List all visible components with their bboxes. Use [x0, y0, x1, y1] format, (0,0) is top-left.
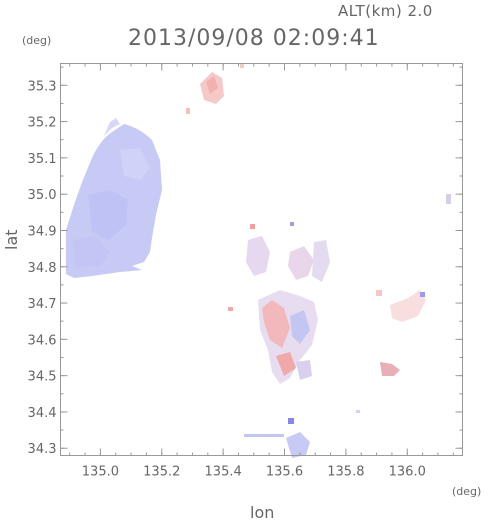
tick-label: 34.5	[28, 370, 57, 385]
tick-label: 34.3	[28, 442, 57, 457]
tick-label: 34.9	[28, 224, 57, 239]
tick-label: 35.2	[28, 116, 57, 131]
tick-label: 34.8	[28, 261, 57, 276]
echo-cluster-center	[258, 290, 318, 384]
lon-ticks: 135.0 135.2 135.4 135.6 135.8 136.0	[69, 63, 454, 480]
lake-region	[66, 118, 162, 278]
lat-ticks: 34.3 34.4 34.5 34.6 34.7 34.8 34.9 35.0 35.1 35.2…	[28, 66, 463, 457]
echo-cluster-east	[376, 194, 451, 376]
tick-label: 135.4	[205, 465, 242, 480]
tick-label: 135.8	[327, 465, 364, 480]
lon-axis-label: lon	[250, 503, 275, 522]
timestamp-title: 2013/09/08 02:09:41	[128, 26, 380, 51]
echo-cluster-south	[228, 307, 360, 458]
tick-label: 136.0	[389, 465, 426, 480]
tick-label: 135.0	[82, 465, 119, 480]
tick-label: 34.4	[28, 406, 57, 421]
echo-cluster-north	[186, 64, 244, 114]
tick-label: 34.7	[28, 297, 57, 312]
lat-unit-label: (deg)	[22, 34, 52, 47]
tick-label: 35.1	[28, 152, 57, 167]
tick-label: 35.3	[28, 79, 57, 94]
altitude-label: ALT(km) 2.0	[338, 2, 433, 20]
tick-label: 35.0	[28, 188, 57, 203]
echo-cluster-northcenter	[246, 222, 330, 282]
plot-frame	[60, 63, 463, 456]
tick-label: 34.6	[28, 333, 57, 348]
tick-label: 135.6	[266, 465, 303, 480]
lon-unit-label: (deg)	[452, 485, 482, 498]
tick-label: 135.2	[143, 465, 180, 480]
